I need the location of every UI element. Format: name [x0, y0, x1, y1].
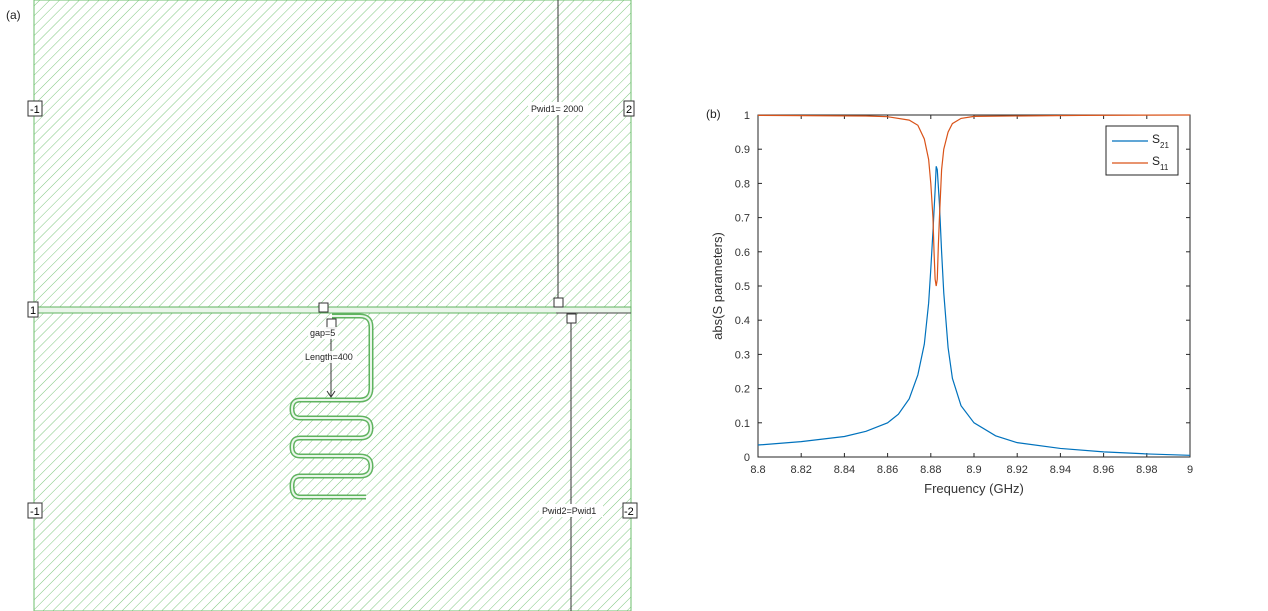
- x-tick-label: 8.8: [750, 464, 765, 476]
- length-annotation: Length=400: [305, 352, 353, 362]
- pwid2-handle[interactable]: [566, 313, 577, 324]
- svg-text:-1: -1: [30, 506, 40, 518]
- y-tick-label: 0.3: [735, 349, 750, 361]
- length-arrow-icon: [326, 390, 336, 398]
- x-tick-label: 8.88: [920, 464, 941, 476]
- x-tick-label: 8.86: [877, 464, 898, 476]
- x-tick-label: 8.84: [834, 464, 855, 476]
- x-tick-label: 8.92: [1006, 464, 1027, 476]
- x-tick-label: 8.98: [1136, 464, 1157, 476]
- port-top-left[interactable]: -1: [27, 100, 43, 117]
- y-axis-label: abs(S parameters): [710, 232, 725, 340]
- pwid1-annotation: Pwid1= 2000: [531, 104, 583, 114]
- pwid2-annotation: Pwid2=Pwid1: [542, 506, 596, 516]
- x-tick-label: 9: [1187, 464, 1193, 476]
- svg-text:1: 1: [30, 305, 36, 317]
- y-tick-label: 0.2: [735, 384, 750, 396]
- y-tick-label: 1: [744, 110, 750, 122]
- y-tick-label: 0.7: [735, 213, 750, 225]
- y-tick-label: 0.4: [735, 315, 750, 327]
- port-2[interactable]: 2: [623, 100, 635, 117]
- s-parameter-chart: 8.8 8.82 8.84 8.86 8.88 8.9 8.92 8.94 8.96 8.98 9 0…: [710, 110, 1193, 496]
- x-tick-label: 8.9: [966, 464, 981, 476]
- y-tick-label: 0.1: [735, 418, 750, 430]
- series-line-s21: [757, 166, 1191, 456]
- x-tick-label: 8.82: [790, 464, 811, 476]
- feed-line: [37, 306, 632, 314]
- y-tick-label: 0: [744, 452, 750, 464]
- gap-annotation: gap=5: [310, 328, 335, 338]
- y-tick-label: 0.6: [735, 247, 750, 259]
- port-1[interactable]: 1: [27, 301, 39, 318]
- meander-resonator-inner: [290, 315, 373, 498]
- port-bottom-left[interactable]: -1: [27, 502, 43, 519]
- y-tick-label: 0.5: [735, 281, 750, 293]
- gap-handle-top[interactable]: [318, 302, 329, 313]
- x-tick-label: 8.94: [1050, 464, 1071, 476]
- x-axis-label: Frequency (GHz): [924, 481, 1024, 496]
- svg-text:-2: -2: [624, 506, 634, 518]
- substrate: [33, 0, 632, 611]
- series-line-s11: [757, 114, 1191, 287]
- pwid1-handle[interactable]: [553, 297, 564, 308]
- svg-text:-1: -1: [30, 104, 40, 116]
- layout-canvas: Pwid1= 2000 Pwid2=Pwid1 gap=5 Length=400…: [27, 0, 638, 611]
- port-bottom-right[interactable]: -2: [622, 502, 638, 519]
- panel-a-label: (a): [6, 8, 21, 22]
- svg-text:2: 2: [626, 104, 632, 116]
- x-tick-label: 8.96: [1093, 464, 1114, 476]
- gap-handle-bottom[interactable]: [326, 318, 337, 329]
- y-tick-label: 0.9: [735, 144, 750, 156]
- legend-box: [1105, 125, 1179, 176]
- y-tick-label: 0.8: [735, 178, 750, 190]
- panel-b-label: (b): [706, 107, 721, 121]
